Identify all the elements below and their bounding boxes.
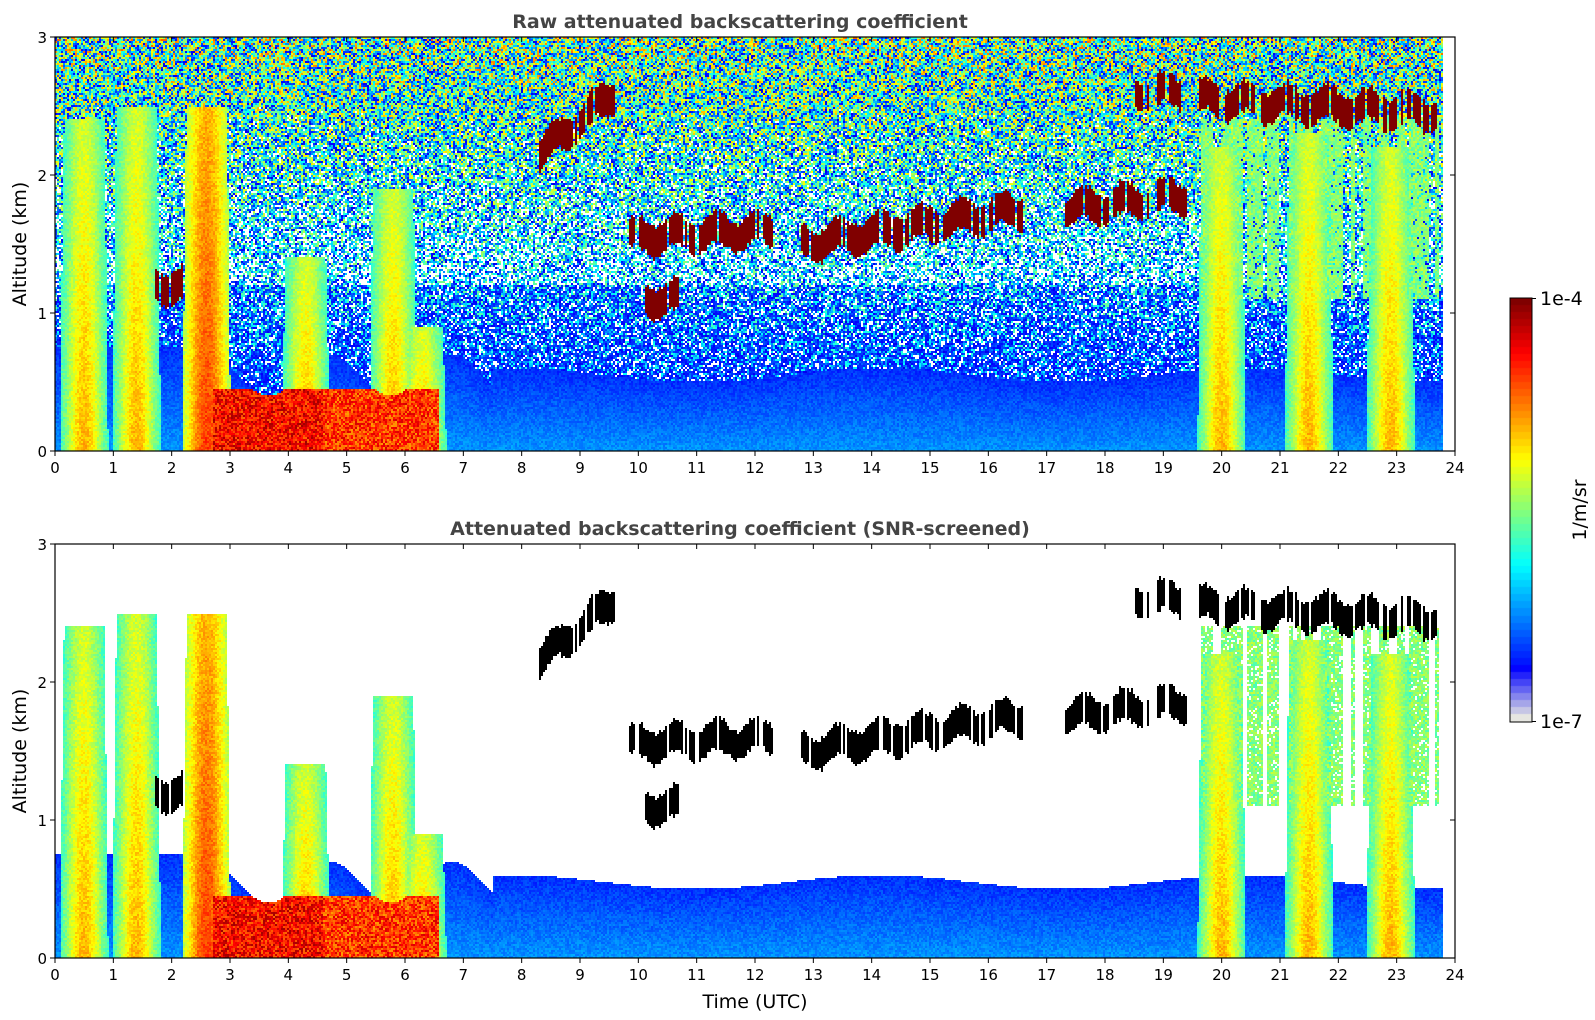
colorbar-max-label: 1e-4	[1540, 288, 1583, 310]
panel-raw-title: Raw attenuated backscattering coefficien…	[512, 11, 968, 33]
x-tick-label: 5	[342, 966, 352, 984]
y-tick-label: 2	[37, 674, 47, 692]
x-tick-label: 24	[1445, 459, 1464, 477]
x-tick-label: 9	[575, 966, 585, 984]
x-tick-label: 23	[1387, 966, 1406, 984]
panel-screened-x-label: Time (UTC)	[701, 991, 807, 1013]
x-tick-label: 1	[109, 966, 119, 984]
x-tick-label: 20	[1212, 966, 1231, 984]
panel-screened-title: Attenuated backscattering coefficient (S…	[450, 518, 1030, 540]
panel-screened-x-axis: 0 1 2 3 4 5 6 7 8 9 10 11 12 13 14 15 16 17 18 19 20 21 22 23 24	[50, 544, 1465, 984]
x-tick-label: 7	[459, 966, 469, 984]
panel-screened-y-axis: 0 1 2 3	[37, 536, 1455, 968]
x-tick-label: 14	[862, 459, 881, 477]
y-tick-label: 0	[37, 443, 47, 461]
x-tick-label: 12	[745, 966, 764, 984]
x-tick-label: 7	[459, 459, 469, 477]
x-tick-label: 8	[517, 459, 527, 477]
x-tick-label: 14	[862, 966, 881, 984]
x-tick-label: 19	[1154, 966, 1173, 984]
x-tick-label: 2	[167, 459, 177, 477]
x-tick-label: 24	[1445, 966, 1464, 984]
x-tick-label: 22	[1329, 459, 1348, 477]
x-tick-label: 18	[1095, 966, 1114, 984]
x-tick-label: 12	[745, 459, 764, 477]
x-tick-label: 2	[167, 966, 177, 984]
x-tick-label: 9	[575, 459, 585, 477]
panel-raw-x-axis: 0 1 2 3 4 5 6 7 8 9 10 11 12 13 14 15 16 17 18 19 20 21 22 23 24	[50, 37, 1465, 477]
colorbar-label: 1/m/sr	[1569, 479, 1591, 540]
x-tick-label: 20	[1212, 459, 1231, 477]
x-tick-label: 6	[400, 966, 410, 984]
y-tick-label: 0	[37, 950, 47, 968]
x-tick-label: 19	[1154, 459, 1173, 477]
y-tick-label: 3	[37, 29, 47, 47]
x-tick-label: 5	[342, 459, 352, 477]
x-tick-label: 3	[225, 966, 235, 984]
x-tick-label: 1	[109, 459, 119, 477]
x-tick-label: 6	[400, 459, 410, 477]
x-tick-label: 11	[687, 459, 706, 477]
panel-raw-y-label: Altitude (km)	[9, 182, 31, 307]
x-tick-label: 10	[629, 459, 648, 477]
x-tick-label: 23	[1387, 459, 1406, 477]
x-tick-label: 0	[50, 966, 60, 984]
panel-raw-y-axis: 0 1 2 3	[37, 29, 1455, 461]
x-tick-label: 21	[1270, 459, 1289, 477]
x-tick-label: 15	[920, 966, 939, 984]
x-tick-label: 15	[920, 459, 939, 477]
x-tick-label: 21	[1270, 966, 1289, 984]
x-tick-label: 17	[1037, 459, 1056, 477]
colorbar-min-label: 1e-7	[1540, 711, 1583, 733]
panel-screened-y-label: Altitude (km)	[9, 689, 31, 814]
x-tick-label: 16	[979, 966, 998, 984]
x-tick-label: 11	[687, 966, 706, 984]
x-tick-label: 13	[804, 459, 823, 477]
x-tick-label: 17	[1037, 966, 1056, 984]
colorbar: 1e-4 1e-7 1/m/sr	[1509, 288, 1591, 733]
x-tick-label: 16	[979, 459, 998, 477]
panel-raw: Raw attenuated backscattering coefficien…	[9, 11, 1465, 477]
colorbar-frame	[1509, 297, 1533, 723]
x-tick-label: 4	[284, 459, 294, 477]
colorbar-gradient	[1510, 298, 1532, 722]
x-tick-label: 3	[225, 459, 235, 477]
panel-screened: Attenuated backscattering coefficient (S…	[9, 518, 1465, 1013]
x-tick-label: 22	[1329, 966, 1348, 984]
panel-raw-heatmap	[55, 37, 1455, 451]
y-tick-label: 2	[37, 167, 47, 185]
x-tick-label: 13	[804, 966, 823, 984]
x-tick-label: 8	[517, 966, 527, 984]
y-tick-label: 3	[37, 536, 47, 554]
x-tick-label: 0	[50, 459, 60, 477]
x-tick-label: 4	[284, 966, 294, 984]
x-tick-label: 10	[629, 966, 648, 984]
y-tick-label: 1	[37, 305, 47, 323]
y-tick-label: 1	[37, 812, 47, 830]
panel-screened-heatmap	[55, 544, 1455, 958]
x-tick-label: 18	[1095, 459, 1114, 477]
